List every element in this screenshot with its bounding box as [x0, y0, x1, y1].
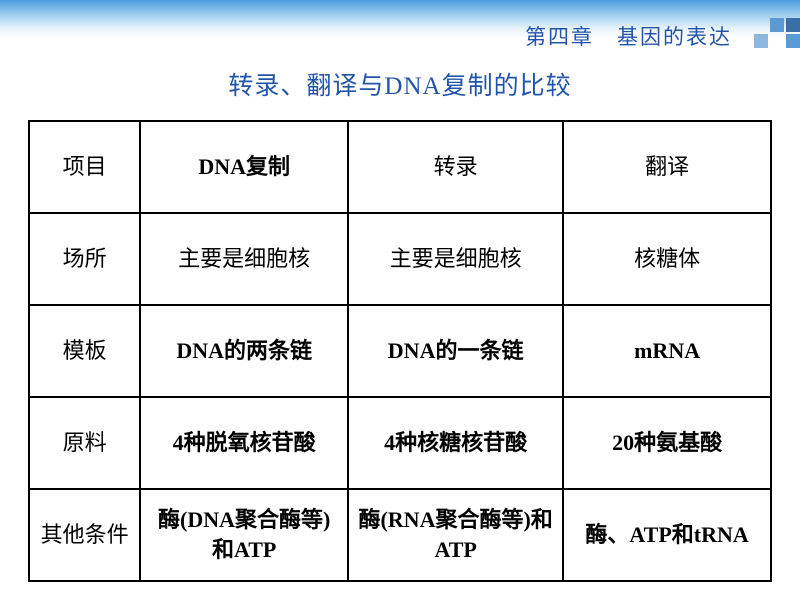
table-cell: 转录: [348, 121, 563, 213]
table-cell: 20种氨基酸: [563, 397, 771, 489]
table-row: 项目 DNA复制 转录 翻译: [29, 121, 771, 213]
square-icon: [786, 34, 800, 48]
square-icon: [786, 18, 800, 32]
comparison-table: 项目 DNA复制 转录 翻译 场所 主要是细胞核 主要是细胞核 核糖体 模板 D…: [28, 120, 772, 582]
page-title: 转录、翻译与DNA复制的比较: [0, 66, 800, 102]
table-cell: DNA的两条链: [140, 305, 348, 397]
square-icon: [770, 18, 784, 32]
table-cell: 主要是细胞核: [140, 213, 348, 305]
comparison-table-wrap: 项目 DNA复制 转录 翻译 场所 主要是细胞核 主要是细胞核 核糖体 模板 D…: [28, 120, 772, 582]
table-cell: 4种脱氧核苷酸: [140, 397, 348, 489]
table-cell: 酶(DNA聚合酶等)和ATP: [140, 489, 348, 581]
table-cell: 项目: [29, 121, 140, 213]
table-row: 原料 4种脱氧核苷酸 4种核糖核苷酸 20种氨基酸: [29, 397, 771, 489]
table-row: 其他条件 酶(DNA聚合酶等)和ATP 酶(RNA聚合酶等)和ATP 酶、ATP…: [29, 489, 771, 581]
table-cell: mRNA: [563, 305, 771, 397]
table-cell: 4种核糖核苷酸: [348, 397, 563, 489]
table-cell: 主要是细胞核: [348, 213, 563, 305]
table-row: 场所 主要是细胞核 主要是细胞核 核糖体: [29, 213, 771, 305]
table-cell: 翻译: [563, 121, 771, 213]
corner-decoration: [740, 18, 800, 54]
table-row: 模板 DNA的两条链 DNA的一条链 mRNA: [29, 305, 771, 397]
square-icon: [754, 34, 768, 48]
table-cell: 原料: [29, 397, 140, 489]
chapter-bar: 第四章 基因的表达: [525, 18, 800, 54]
table-cell: 模板: [29, 305, 140, 397]
table-cell: DNA的一条链: [348, 305, 563, 397]
table-cell: 酶(RNA聚合酶等)和ATP: [348, 489, 563, 581]
table-cell: DNA复制: [140, 121, 348, 213]
chapter-title: 第四章 基因的表达: [525, 21, 732, 51]
table-cell: 场所: [29, 213, 140, 305]
table-cell: 核糖体: [563, 213, 771, 305]
table-cell: 其他条件: [29, 489, 140, 581]
table-cell: 酶、ATP和tRNA: [563, 489, 771, 581]
